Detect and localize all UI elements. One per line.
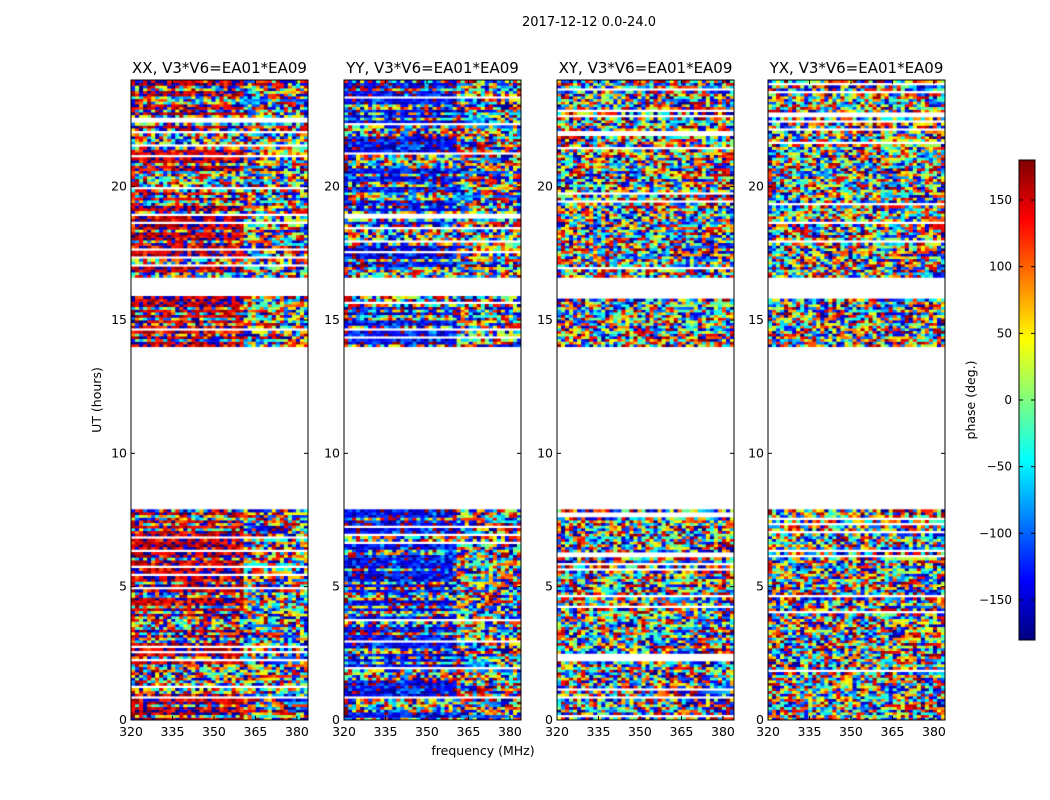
y-tick-label: 15 (324, 312, 340, 327)
x-tick-label: 365 (670, 724, 694, 739)
heatmap-xy (557, 80, 734, 720)
x-tick-label: 320 (756, 724, 780, 739)
x-tick-label: 350 (628, 724, 652, 739)
y-tick-label: 10 (748, 445, 764, 460)
y-tick-label: 0 (756, 712, 764, 727)
y-tick-label: 0 (545, 712, 553, 727)
x-tick-label: 320 (332, 724, 356, 739)
x-tick-label: 320 (119, 724, 143, 739)
colorbar-tick-label: −150 (979, 593, 1012, 607)
panel-frame (556, 79, 735, 721)
y-tick-label: 5 (119, 579, 127, 594)
colorbar: −150 −100 −50 0 50 100 150 phase (deg.) (963, 159, 1036, 641)
panel-frame (343, 79, 522, 721)
panel-title: YY, V3*V6=EA01*EA09 (345, 59, 519, 77)
y-tick-label: 20 (111, 179, 127, 194)
x-tick-label: 335 (161, 724, 185, 739)
colorbar-tick-label: 50 (997, 326, 1012, 340)
x-tick-label: 350 (839, 724, 863, 739)
y-tick-label: 10 (324, 445, 340, 460)
x-tick-label: 365 (457, 724, 481, 739)
heatmap-yy (344, 80, 521, 720)
y-tick-label: 5 (756, 579, 764, 594)
y-tick-label: 0 (332, 712, 340, 727)
y-tick-label: 10 (537, 445, 553, 460)
x-tick-label: 380 (285, 724, 309, 739)
y-tick-label: 15 (537, 312, 553, 327)
x-tick-label: 380 (922, 724, 946, 739)
panel-title: XY, V3*V6=EA01*EA09 (559, 59, 733, 77)
y-tick-label: 15 (748, 312, 764, 327)
x-tick-label: 350 (202, 724, 226, 739)
panel-xx: XX, V3*V6=EA01*EA09 320 335 350 365 380 0 5 10 15… (111, 59, 309, 739)
colorbar-ticks: −150 −100 −50 0 50 100 150 (979, 193, 1035, 607)
figure-title: 2017-12-12 0.0-24.0 (522, 15, 656, 30)
x-tick-label: 380 (711, 724, 735, 739)
x-tick-label: 335 (798, 724, 822, 739)
y-tick-label: 15 (111, 312, 127, 327)
y-tick-label: 10 (111, 445, 127, 460)
x-axis-label: frequency (MHz) (431, 743, 534, 758)
colorbar-tick-label: 0 (1004, 393, 1012, 407)
heatmap-yx (768, 80, 945, 720)
x-tick-label: 365 (244, 724, 268, 739)
x-tick-label: 365 (881, 724, 905, 739)
x-tick-label: 320 (545, 724, 569, 739)
x-tick-label: 380 (498, 724, 522, 739)
panels: XX, V3*V6=EA01*EA09 320 335 350 365 380 0 5 10 15… (111, 59, 946, 739)
y-tick-label: 20 (537, 179, 553, 194)
panel-frame (767, 79, 946, 721)
y-tick-label: 5 (545, 579, 553, 594)
x-tick-label: 335 (374, 724, 398, 739)
colorbar-tick-label: 150 (989, 193, 1012, 207)
panel-frame (130, 79, 309, 721)
colorbar-label: phase (deg.) (963, 361, 978, 440)
y-tick-label: 5 (332, 579, 340, 594)
panel-xy: XY, V3*V6=EA01*EA09 320 335 350 365 380 0 5 10 15… (537, 59, 735, 739)
panel-yx: YX, V3*V6=EA01*EA09 320 335 350 365 380 0 5 10 15… (748, 59, 946, 739)
x-tick-label: 350 (415, 724, 439, 739)
x-tick-label: 335 (587, 724, 611, 739)
panel-title: XX, V3*V6=EA01*EA09 (132, 59, 307, 77)
panel-yy: YY, V3*V6=EA01*EA09 320 335 350 365 380 0 5 10 15… (324, 59, 522, 739)
colorbar-tick-label: −100 (979, 526, 1012, 540)
panel-title: YX, V3*V6=EA01*EA09 (769, 59, 944, 77)
y-tick-label: 20 (324, 179, 340, 194)
y-tick-label: 20 (748, 179, 764, 194)
colorbar-tick-label: −50 (987, 460, 1012, 474)
colorbar-tick-label: 100 (989, 260, 1012, 274)
y-tick-label: 0 (119, 712, 127, 727)
y-axis-label: UT (hours) (89, 367, 104, 433)
heatmap-xx (131, 80, 308, 720)
